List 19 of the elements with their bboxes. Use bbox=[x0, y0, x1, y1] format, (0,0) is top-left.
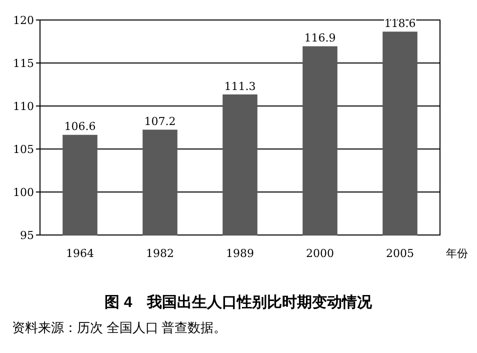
y-tick-label: 105 bbox=[13, 143, 34, 156]
text: 资料来源：历次 全国人口 普查数据。 bbox=[12, 320, 226, 335]
x-tick-label: 2005 bbox=[386, 247, 414, 260]
x-axis-title: 年份 bbox=[446, 248, 468, 260]
data-label: 116.9 bbox=[304, 32, 336, 45]
y-tick-label: 115 bbox=[13, 57, 34, 70]
y-tick-label: 110 bbox=[13, 100, 34, 113]
y-tick-label: 120 bbox=[13, 14, 34, 27]
text: 图 4 我国出生人口性别比时期变动情况 bbox=[104, 293, 374, 311]
data-label: 107.2 bbox=[144, 115, 176, 128]
y-tick-label: 100 bbox=[13, 186, 34, 199]
data-label: 106.6 bbox=[64, 120, 96, 134]
y-tick-label: 95 bbox=[20, 229, 34, 242]
data-label: 118.6 bbox=[384, 17, 416, 30]
x-tick-label: 1982 bbox=[146, 247, 174, 260]
x-tick-label: 1989 bbox=[226, 247, 254, 260]
x-tick-label: 1964 bbox=[66, 247, 94, 260]
x-tick-label: 2000 bbox=[306, 247, 334, 260]
data-label: 111.3 bbox=[224, 80, 256, 93]
